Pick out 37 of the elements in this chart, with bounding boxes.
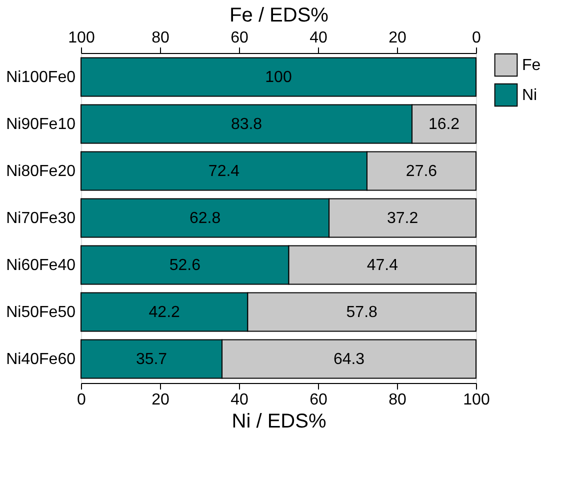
y-tick-label: Ni50Fe50 xyxy=(6,304,76,322)
data-label: 35.7 xyxy=(136,351,168,368)
x2-tick-label: 40 xyxy=(310,30,328,46)
x-tick-label: 100 xyxy=(463,392,490,408)
y-tick-label: Ni70Fe30 xyxy=(6,210,76,227)
y-tick-label: Ni60Fe40 xyxy=(6,257,76,274)
data-label: 64.3 xyxy=(333,351,365,368)
data-label: 27.6 xyxy=(406,162,438,180)
data-label: 62.8 xyxy=(189,210,221,227)
data-label: 42.2 xyxy=(148,304,180,322)
x2-tick-label: 80 xyxy=(152,30,170,46)
x-tick-label: 0 xyxy=(77,392,86,408)
y-tick-label: Ni80Fe20 xyxy=(6,162,76,180)
x2-axis-title: Fe / EDS% xyxy=(230,4,329,26)
x2-tick-label: 0 xyxy=(472,30,482,46)
x2-tick-label: 20 xyxy=(388,30,406,46)
y-tick-label: Ni90Fe10 xyxy=(6,116,76,133)
data-label: 16.2 xyxy=(428,116,460,133)
x-tick-label: 40 xyxy=(230,392,248,408)
data-label: 57.8 xyxy=(346,304,378,322)
bar xyxy=(80,57,476,97)
data-label: 37.2 xyxy=(386,210,418,227)
x2-tick-label: 60 xyxy=(230,30,248,46)
x-axis-title: Ni / EDS% xyxy=(232,410,326,432)
x-tick-label: 60 xyxy=(310,392,328,408)
x2-tick-label: 100 xyxy=(68,30,95,46)
y-tick-label: Ni40Fe60 xyxy=(6,351,76,368)
y-tick-label: Ni100Fe0 xyxy=(6,68,76,86)
x-tick-label: 80 xyxy=(388,392,406,408)
data-label: 52.6 xyxy=(169,257,201,274)
data-label: 72.4 xyxy=(208,162,240,180)
legend-label: Ni xyxy=(522,87,538,104)
data-label: 47.4 xyxy=(366,257,398,274)
x-tick-label: 20 xyxy=(152,392,170,408)
data-label: 100 xyxy=(265,68,292,86)
data-label: 83.8 xyxy=(230,116,262,133)
legend-label: Fe xyxy=(522,57,541,74)
